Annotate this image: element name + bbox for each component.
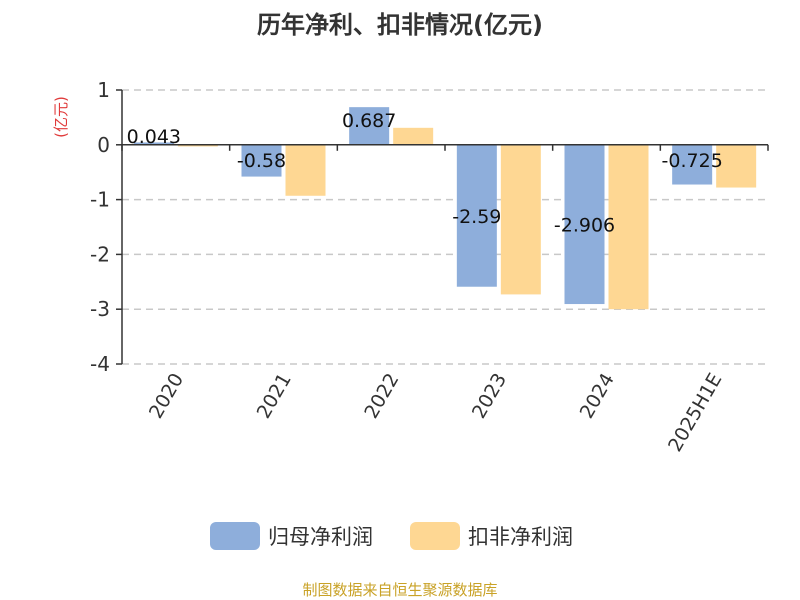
y-axis-label: (亿元) <box>52 96 70 138</box>
data-label: 0.043 <box>127 126 181 148</box>
bar-parent-net-profit <box>133 142 174 145</box>
x-tick-label: 2022 <box>360 370 403 423</box>
x-tick-label: 2024 <box>576 370 619 423</box>
bar-deducted-net-profit <box>716 144 757 188</box>
y-tick-label: -1 <box>90 188 110 212</box>
x-tick-label: 2021 <box>253 370 296 423</box>
bars <box>133 107 757 310</box>
y-tick-label: 1 <box>97 78 110 102</box>
bar-parent-net-profit <box>564 144 605 305</box>
data-label: -0.58 <box>237 150 286 172</box>
y-tick-label: -3 <box>90 297 110 321</box>
grid-lines <box>122 89 768 365</box>
legend-label: 扣非净利润 <box>468 525 573 549</box>
bar-parent-net-profit <box>241 144 282 177</box>
bar-deducted-net-profit <box>393 127 434 145</box>
data-label: -0.725 <box>662 150 723 172</box>
y-tick-label: 0 <box>97 133 110 157</box>
source-note: 制图数据来自恒生聚源数据库 <box>302 581 497 599</box>
bar-parent-net-profit <box>672 144 713 185</box>
x-tick-label: 2025H1E <box>664 370 726 456</box>
legend: 归母净利润 扣非净利润 <box>210 522 573 550</box>
data-labels: 0.043 -0.58 0.687 -2.59 -2.906 -0.725 <box>127 110 723 236</box>
bar-deducted-net-profit <box>608 144 649 310</box>
x-tick-label: 2020 <box>145 370 188 423</box>
data-label: -2.59 <box>452 206 501 228</box>
bar-deducted-net-profit <box>177 144 218 147</box>
bar-deducted-net-profit <box>285 144 326 196</box>
chart-title: 历年净利、扣非情况(亿元) <box>257 11 543 39</box>
x-tick-labels: 2020 2021 2022 2023 2024 2025H1E <box>145 370 727 456</box>
y-tick-label: -2 <box>90 242 110 266</box>
legend-swatch <box>410 522 460 550</box>
x-tick-label: 2023 <box>468 370 511 423</box>
data-label: -2.906 <box>554 214 615 236</box>
bar-deducted-net-profit <box>500 144 541 295</box>
axes <box>116 89 769 365</box>
bar-parent-net-profit <box>456 144 497 287</box>
legend-label: 归母净利润 <box>268 525 373 549</box>
legend-swatch <box>210 522 260 550</box>
data-label: 0.687 <box>342 110 396 132</box>
bar-parent-net-profit <box>349 107 390 145</box>
y-tick-labels: 1 0 -1 -2 -3 -4 <box>90 78 110 376</box>
y-tick-label: -4 <box>90 352 110 376</box>
